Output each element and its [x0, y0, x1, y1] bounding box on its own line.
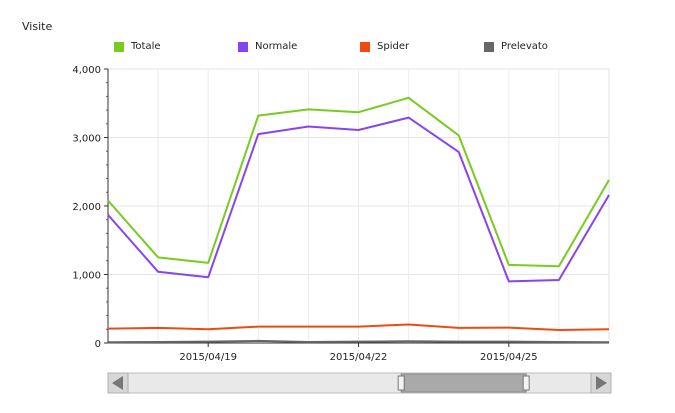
legend-swatch: [114, 41, 124, 52]
y-tick-label: 2,000: [72, 202, 101, 213]
x-tick-label: 2015/04/19: [179, 352, 237, 363]
scrollbar-thumb[interactable]: [400, 373, 527, 393]
x-tick-label: 2015/04/22: [330, 352, 388, 363]
legend-label: Normale: [255, 41, 298, 52]
legend-item-prelevato[interactable]: Prelevato: [484, 41, 548, 52]
series-line-prelevato: [107, 339, 610, 344]
scrollbar-track[interactable]: [107, 372, 612, 394]
triangle-left-icon: [112, 376, 123, 390]
legend-swatch: [360, 41, 370, 52]
legend-item-totale[interactable]: Totale: [114, 41, 161, 52]
y-tick-label: 3,000: [72, 134, 101, 145]
chart-title: Visite: [22, 20, 53, 33]
triangle-right-icon: [596, 376, 607, 390]
range-handle-left[interactable]: [397, 375, 405, 391]
y-tick-label: 0: [95, 339, 101, 350]
legend-label: Prelevato: [501, 41, 548, 52]
legend-label: Spider: [377, 41, 410, 52]
legend: Totale Normale Spider Prelevato: [0, 41, 675, 57]
legend-swatch: [484, 41, 494, 52]
x-tick-label: 2015/04/25: [480, 352, 538, 363]
series-line-spider: [107, 323, 610, 331]
legend-item-spider[interactable]: Spider: [360, 41, 409, 52]
y-tick-label: 1,000: [72, 271, 101, 282]
range-handle-right[interactable]: [522, 375, 530, 391]
legend-label: Totale: [131, 41, 161, 52]
series-line-totale: [107, 96, 610, 268]
legend-swatch: [238, 41, 248, 52]
y-tick-label: 4,000: [72, 65, 101, 76]
legend-item-normale[interactable]: Normale: [238, 41, 297, 52]
series-line-normale: [107, 116, 610, 283]
